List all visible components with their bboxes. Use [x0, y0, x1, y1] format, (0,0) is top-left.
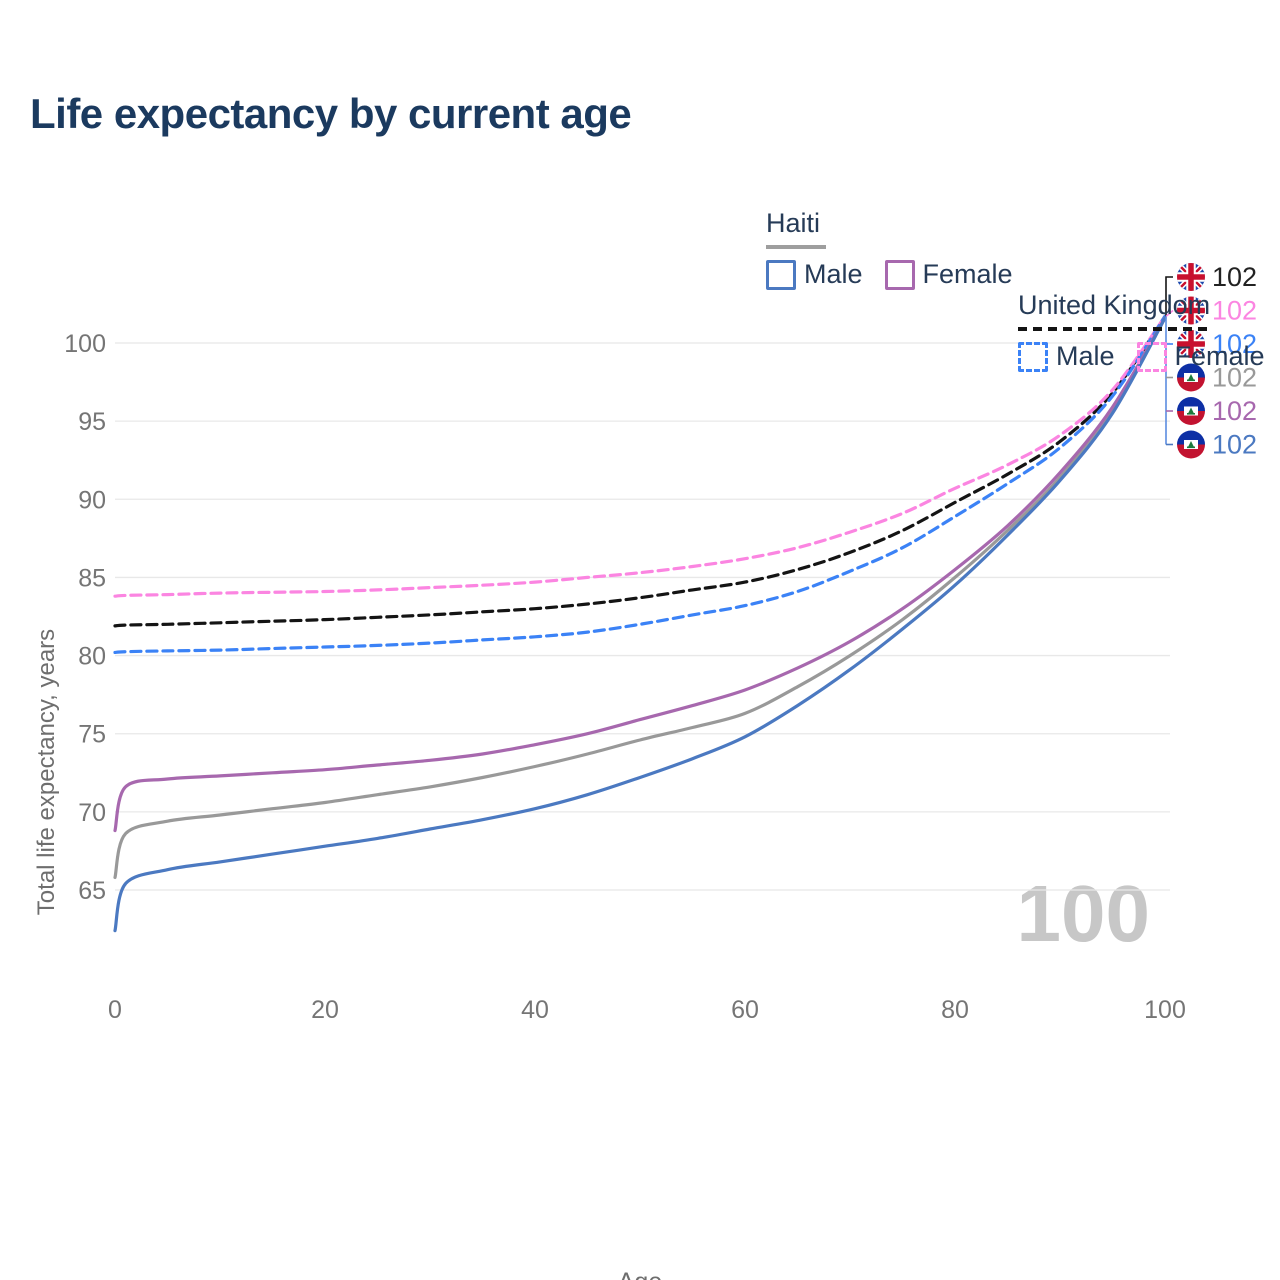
series-line-united-kingdom-female[interactable]	[113, 314, 1167, 598]
uk-flag-icon	[1177, 330, 1205, 358]
legend-group-united-kingdom: United Kingdom Male Female	[1018, 290, 1280, 372]
y-tick-label: 95	[78, 408, 106, 436]
series-line-haiti-female[interactable]	[113, 316, 1167, 833]
end-label-connector	[1165, 276, 1173, 317]
y-tick-label: 70	[78, 799, 106, 827]
age-watermark: 100	[1016, 869, 1150, 958]
y-tick-label: 85	[78, 564, 106, 592]
end-value-label-united-kingdom-both-sexes: 102	[1212, 262, 1257, 292]
x-tick-label: 100	[1144, 996, 1186, 1024]
end-value-label-united-kingdom-male: 102	[1212, 329, 1257, 359]
x-tick-label: 20	[311, 996, 339, 1024]
legend-label-haiti-male[interactable]: Male	[804, 259, 863, 289]
end-value-label-haiti-female: 102	[1212, 396, 1257, 426]
y-axis-title: Total life expectancy, years	[33, 628, 60, 916]
x-tick-label: 0	[108, 996, 122, 1024]
end-value-label-haiti-both-sexes: 102	[1212, 363, 1257, 393]
haiti-flag-icon	[1177, 363, 1205, 392]
haiti-flag-icon	[1177, 397, 1205, 425]
legend-title-haiti[interactable]: Haiti	[766, 208, 821, 238]
x-tick-label: 60	[731, 996, 759, 1024]
legend-title-united-kingdom[interactable]: United Kingdom	[1018, 290, 1211, 320]
uk-flag-icon	[1177, 296, 1205, 325]
legend-label-uk-male[interactable]: Male	[1056, 341, 1115, 371]
end-value-label-united-kingdom-female: 102	[1212, 296, 1257, 326]
legend-underline-united-kingdom	[1018, 327, 1208, 331]
legend-label-haiti-female[interactable]: Female	[922, 259, 1013, 289]
x-tick-label: 40	[521, 996, 549, 1024]
series-line-haiti-male[interactable]	[113, 316, 1167, 933]
series-line-haiti-both-sexes[interactable]	[113, 316, 1167, 880]
legend-group-haiti: Haiti Male Female	[766, 208, 1280, 290]
y-tick-label: 65	[78, 877, 106, 905]
haiti-flag-icon	[1177, 430, 1205, 459]
end-value-label-haiti-male: 102	[1212, 430, 1257, 460]
x-tick-label: 80	[941, 996, 969, 1024]
series-line-united-kingdom-male[interactable]	[113, 314, 1167, 655]
x-axis-title: Age	[540, 1268, 740, 1280]
legend-underline-haiti	[766, 245, 826, 249]
legend-swatch-uk-female[interactable]	[1136, 341, 1167, 372]
legend-swatch-haiti-male[interactable]	[766, 259, 796, 290]
y-tick-label: 80	[78, 643, 106, 671]
legend-label-uk-female[interactable]: Female	[1174, 341, 1265, 371]
legend-swatch-haiti-female[interactable]	[884, 259, 915, 290]
page-title: Life expectancy by current age	[30, 90, 632, 137]
y-tick-label: 100	[64, 330, 106, 358]
series-line-united-kingdom-both-sexes[interactable]	[113, 314, 1167, 628]
y-tick-label: 75	[78, 721, 106, 749]
uk-flag-icon	[1177, 263, 1205, 291]
end-label-connector	[1165, 309, 1174, 318]
legend-swatch-uk-male[interactable]	[1018, 341, 1048, 372]
y-tick-label: 90	[78, 486, 106, 514]
